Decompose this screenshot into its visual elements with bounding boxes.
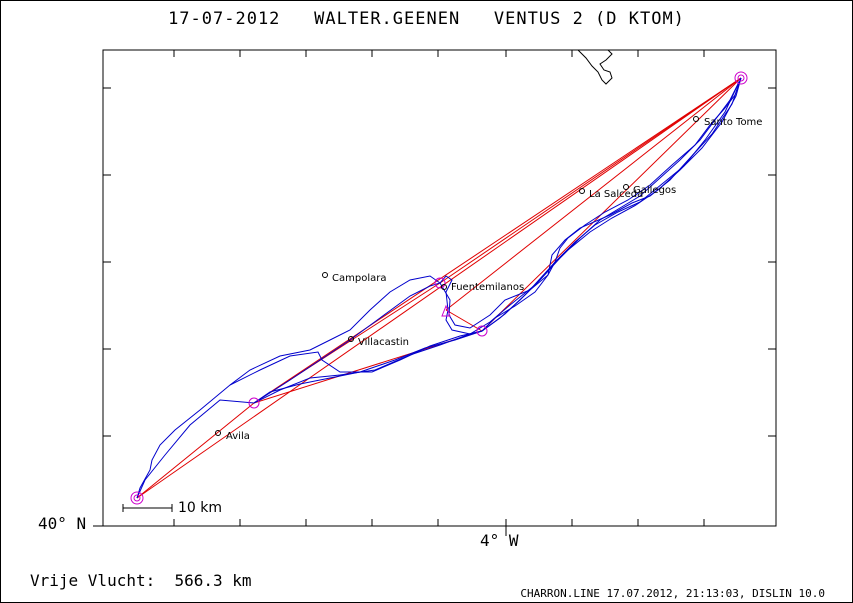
free-flight-label: Vrije Vlucht:	[30, 571, 156, 590]
left-ticks	[93, 87, 111, 527]
longitude-label: 4° W	[480, 531, 519, 550]
turnpoint-2-marker	[434, 277, 446, 289]
page-title: 17-07-2012 WALTER.GEENEN VENTUS 2 (D KTO…	[0, 9, 853, 29]
flight-track	[136, 77, 742, 499]
scale-label: 10 km	[178, 500, 223, 516]
town-dot-campolara	[322, 272, 328, 278]
turnpoints	[130, 71, 748, 505]
turnpoint-4-inner	[737, 74, 745, 82]
free-flight-value: 566.3 km	[174, 571, 252, 590]
latitude-label: 40° N	[38, 514, 87, 533]
town-dot-santo-tome	[693, 116, 699, 122]
town-label-avila: Avila	[226, 431, 250, 442]
town-label-villacastin: Villacastin	[358, 337, 409, 348]
coastline-outline	[577, 49, 613, 85]
town-dot-gallegos	[623, 184, 629, 190]
town-dot-fuentemilanos	[441, 284, 447, 290]
plot-frame	[102, 49, 777, 527]
scale-bar	[122, 504, 173, 512]
town-label-la-salceda: La Salceda	[589, 189, 644, 200]
free-flight-distance: Vrije Vlucht: 566.3 km	[30, 571, 252, 590]
footer-credits: CHARRON.LINE 17.07.2012, 21:13:03, DISLI…	[520, 587, 825, 600]
town-dot-la-salceda	[579, 188, 585, 194]
title-date: 17-07-2012	[168, 9, 281, 29]
town-label-gallegos: Gallegos	[633, 185, 677, 196]
title-glider: VENTUS 2 (D KTOM)	[493, 9, 685, 29]
town-dot-villacastin	[348, 336, 354, 342]
turnpoint-triangle-marker	[441, 304, 451, 317]
town-label-campolara: Campolara	[332, 273, 387, 284]
turnpoint-3-marker	[476, 325, 488, 337]
turnpoint-4-marker	[734, 71, 748, 85]
title-pilot: WALTER.GEENEN	[314, 9, 461, 29]
horizontal-ticks	[173, 50, 705, 536]
turnpoint-1-marker	[248, 397, 260, 409]
start-turnpoint-inner	[133, 494, 141, 502]
town-label-fuentemilanos: Fuentemilanos	[451, 282, 525, 293]
town-markers	[215, 116, 699, 436]
right-ticks	[768, 87, 776, 437]
town-dot-avila	[215, 430, 221, 436]
start-turnpoint-marker	[130, 491, 144, 505]
town-label-santo-tome: Santo Tome	[704, 117, 763, 128]
